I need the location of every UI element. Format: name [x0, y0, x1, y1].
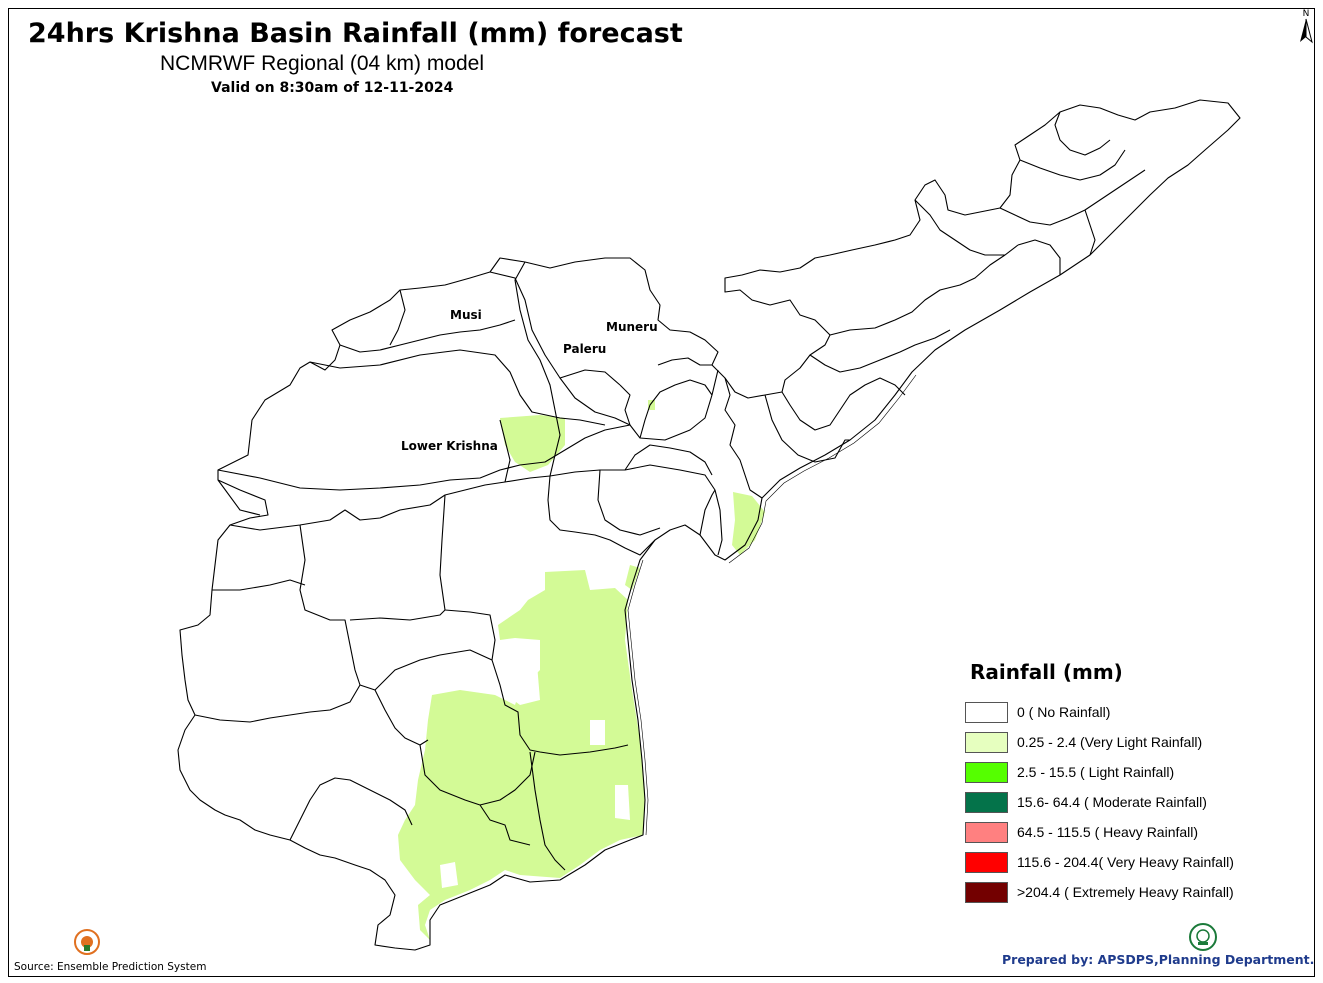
legend-label: 15.6- 64.4 ( Moderate Rainfall): [1017, 794, 1207, 810]
legend-row: 2.5 - 15.5 ( Light Rainfall): [965, 757, 1285, 787]
legend-label: >204.4 ( Extremely Heavy Rainfall): [1017, 884, 1234, 900]
legend-label: 64.5 - 115.5 ( Heavy Rainfall): [1017, 824, 1199, 840]
legend-row: 0.25 - 2.4 (Very Light Rainfall): [965, 727, 1285, 757]
legend-label: 0 ( No Rainfall): [1017, 704, 1111, 720]
legend-row: 115.6 - 204.4( Very Heavy Rainfall): [965, 847, 1285, 877]
organization-logo: [74, 929, 100, 955]
legend-label: 0.25 - 2.4 (Very Light Rainfall): [1017, 734, 1203, 750]
legend-label: 115.6 - 204.4( Very Heavy Rainfall): [1017, 854, 1234, 870]
legend-label: 2.5 - 15.5 ( Light Rainfall): [1017, 764, 1175, 780]
government-seal: [1189, 923, 1217, 951]
rainfall-legend: Rainfall (mm) 0 ( No Rainfall) 0.25 - 2.4…: [965, 660, 1285, 907]
north-arrow-icon: N: [1300, 9, 1313, 44]
legend-row: 15.6- 64.4 ( Moderate Rainfall): [965, 787, 1285, 817]
north-label: N: [1303, 9, 1310, 19]
coastline: [728, 374, 917, 564]
prepared-by: Prepared by: APSDPS,Planning Department.: [1002, 952, 1315, 967]
legend-swatch: [965, 881, 1008, 903]
valid-date: Valid on 8:30am of 12-11-2024: [211, 80, 454, 96]
map-subtitle: NCMRWF Regional (04 km) model: [160, 52, 485, 75]
legend-swatch: [965, 821, 1008, 843]
legend-swatch: [965, 731, 1008, 753]
legend-title: Rainfall (mm): [970, 660, 1123, 684]
rainfall-shading: [398, 400, 765, 940]
legend-row: 0 ( No Rainfall): [965, 697, 1285, 727]
basin-label-muneru: Muneru: [606, 320, 658, 334]
district-boundaries: [177, 99, 1241, 951]
rainfall-gaps: [440, 640, 630, 888]
map-title: 24hrs Krishna Basin Rainfall (mm) foreca…: [28, 18, 683, 49]
legend-row: 64.5 - 115.5 ( Heavy Rainfall): [965, 817, 1285, 847]
legend-swatch: [965, 791, 1008, 813]
basin-label-lower-krishna: Lower Krishna: [401, 439, 498, 453]
source-note: Source: Ensemble Prediction System: [14, 961, 207, 973]
legend-swatch: [965, 761, 1008, 783]
legend-row: >204.4 ( Extremely Heavy Rainfall): [965, 877, 1285, 907]
legend-swatch: [965, 851, 1008, 873]
basin-label-musi: Musi: [450, 308, 482, 322]
legend-swatch: [965, 701, 1008, 723]
basin-label-paleru: Paleru: [563, 342, 607, 356]
